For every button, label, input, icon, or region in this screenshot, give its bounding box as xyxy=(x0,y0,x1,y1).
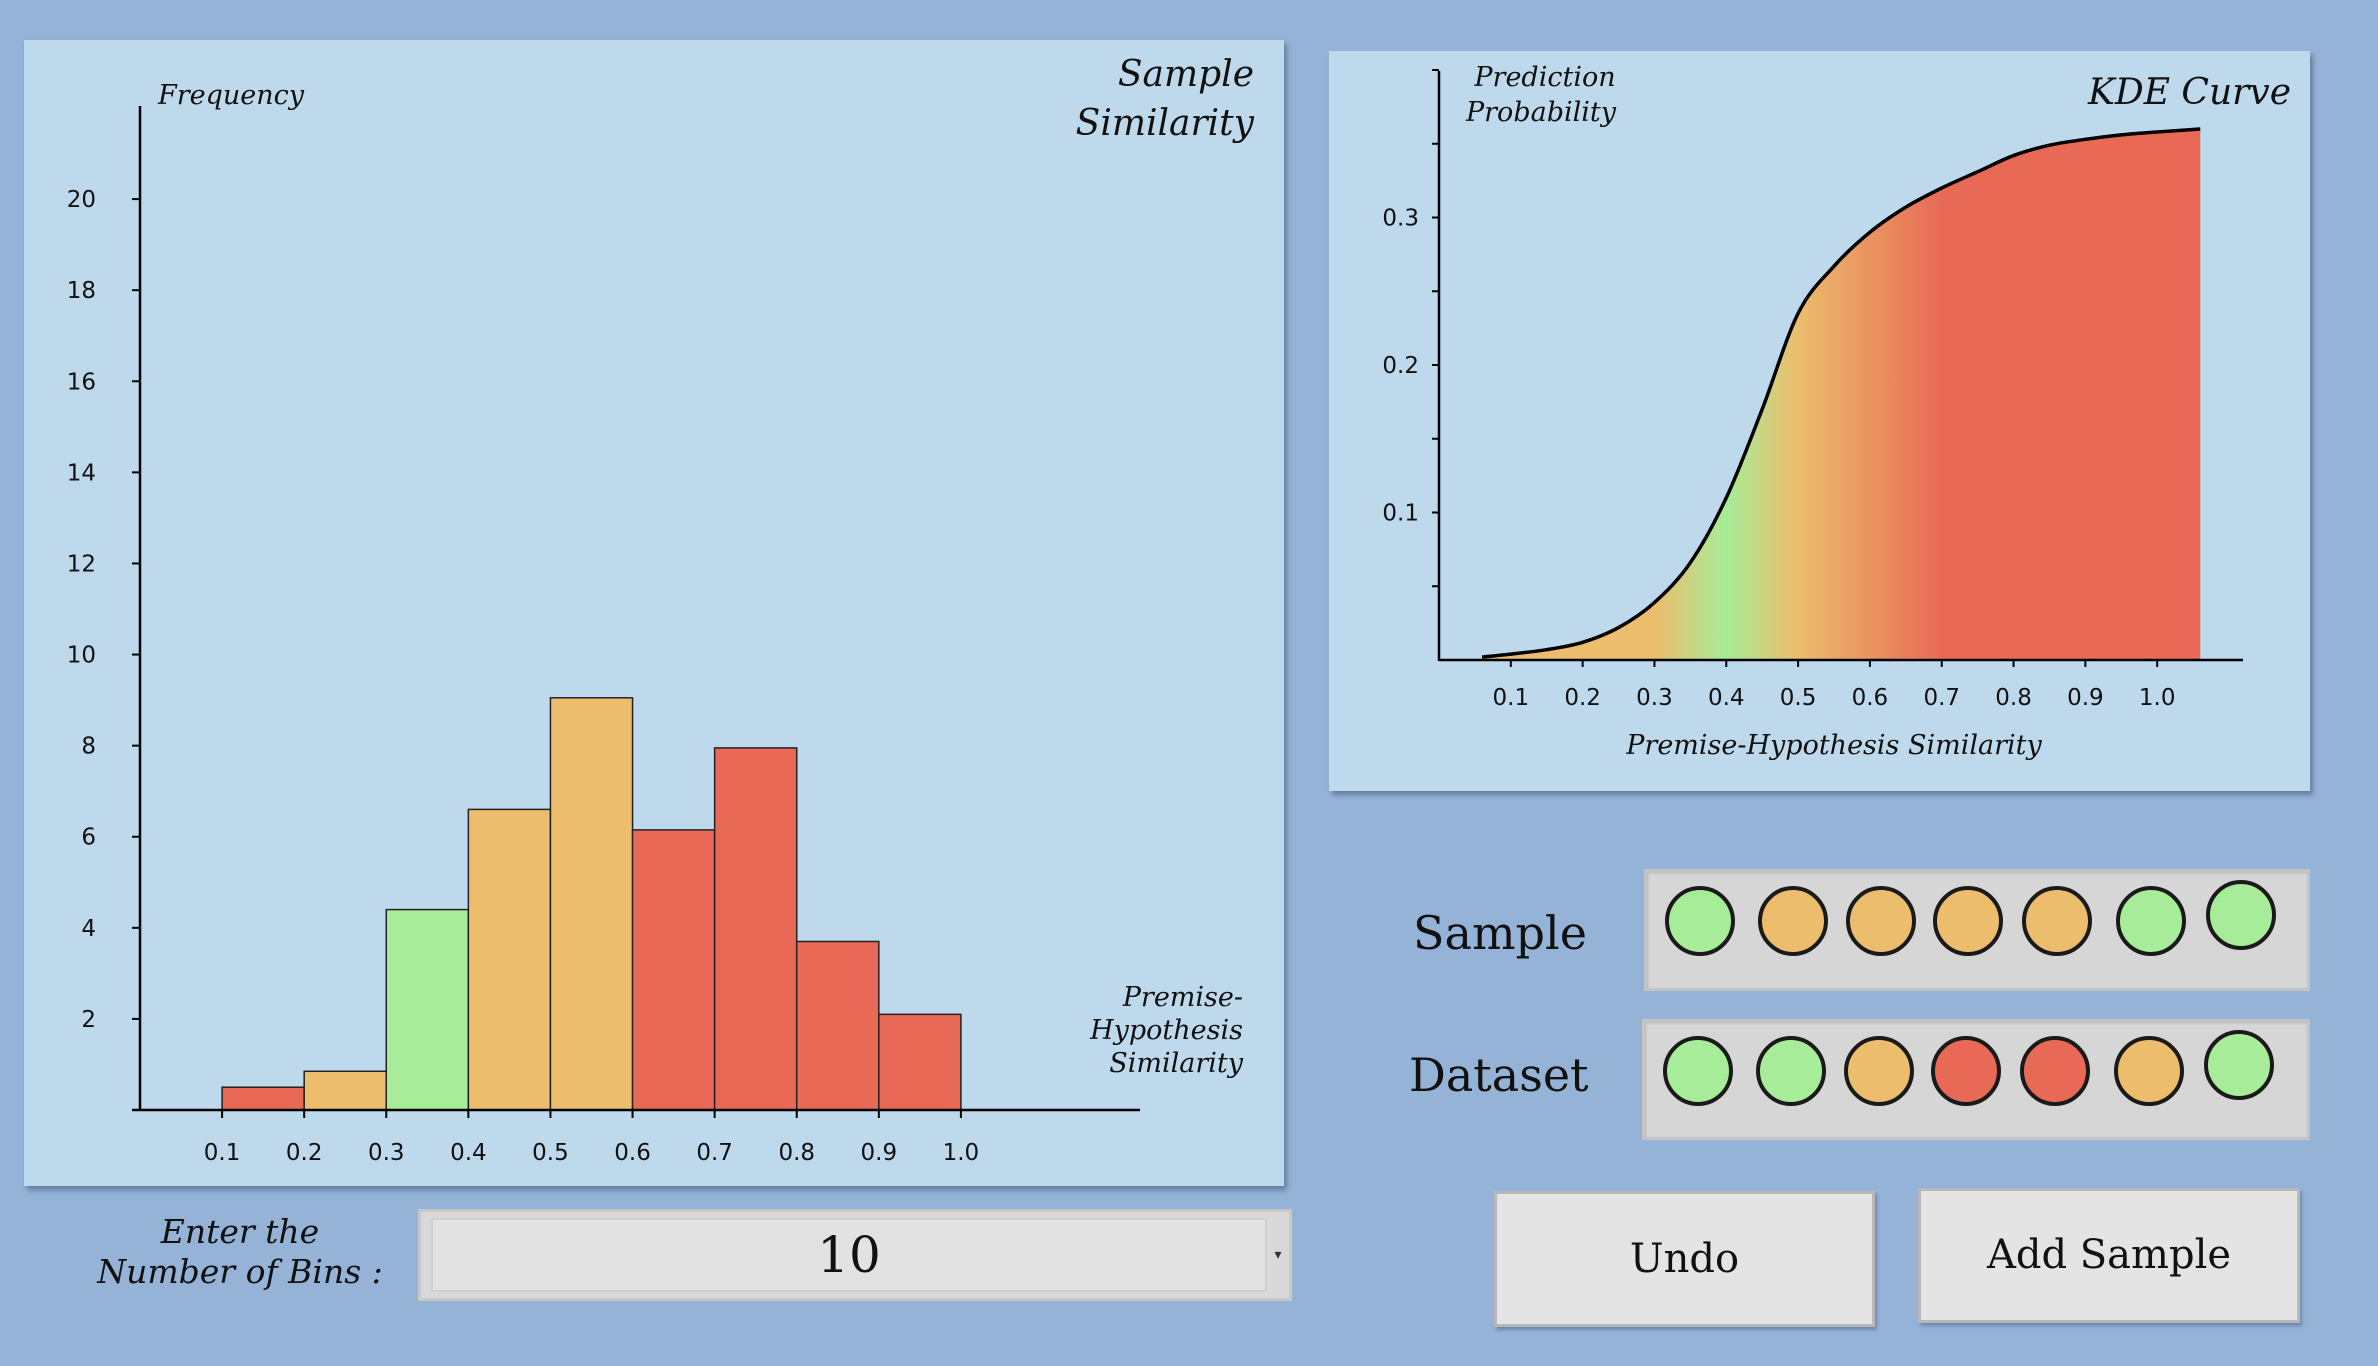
histogram-bar-3 xyxy=(385,908,470,1111)
histogram-chart: 0.1 0.2 0.3 0.4 0.5 0.6 0.7 0.8 0.9 1.0 2 4 6 8 10 12 14… xyxy=(67,54,1255,1166)
kde-x-tick-label: 0.1 xyxy=(1493,685,1530,711)
histogram-x-label-line3: Similarity xyxy=(1109,1048,1243,1079)
sample-dot-7 xyxy=(2206,880,2276,950)
bins-label: Enter the Number of Bins : xyxy=(90,1212,390,1292)
kde-x-tick-label: 0.8 xyxy=(1995,685,2032,711)
histogram-y-tick-label: 12 xyxy=(67,551,96,577)
sample-dot-5 xyxy=(2022,886,2092,956)
dataset-label: Dataset xyxy=(1409,1048,1589,1102)
histogram-bar-2 xyxy=(303,1070,388,1111)
histogram-x-tick-label: 1.0 xyxy=(943,1140,980,1166)
histogram-bar-5 xyxy=(549,697,634,1111)
histogram-y-tick-label: 8 xyxy=(81,734,96,760)
histogram-bar-8 xyxy=(795,940,880,1111)
sample-dot-1 xyxy=(1665,886,1735,956)
kde-x-tick-label: 0.7 xyxy=(1923,685,1960,711)
histogram-bar-6 xyxy=(631,829,716,1111)
histogram-x-tick-label: 0.7 xyxy=(696,1140,733,1166)
bins-dropdown-arrow-icon[interactable]: ▾ xyxy=(1274,1247,1282,1263)
kde-chart: 0.1 0.2 0.3 0.4 0.5 0.6 0.7 0.8 0.9 1.00.10.20.3 … xyxy=(1382,62,2291,761)
histogram-x-tick-label: 0.1 xyxy=(204,1140,241,1166)
sample-dot-2 xyxy=(1758,886,1828,956)
dataset-dot-1 xyxy=(1663,1036,1733,1106)
kde-x-label: Premise-Hypothesis Similarity xyxy=(1625,730,2042,761)
histogram-y-tick-label: 16 xyxy=(67,369,96,395)
sample-dot-3 xyxy=(1846,886,1916,956)
kde-x-tick-label: 0.3 xyxy=(1636,685,1673,711)
dataset-dot-6 xyxy=(2114,1036,2184,1106)
kde-x-tick-label: 0.4 xyxy=(1708,685,1745,711)
dataset-dot-2 xyxy=(1756,1036,1826,1106)
histogram-y-tick-label: 6 xyxy=(81,825,96,851)
sample-dot-tray xyxy=(1644,869,2310,991)
kde-area-fill xyxy=(1482,129,2201,660)
histogram-y-label: Frequency xyxy=(157,80,305,111)
histogram-y-tick-label: 10 xyxy=(67,643,96,669)
histogram-title-line1: Sample xyxy=(1118,54,1254,95)
histogram-bar-1 xyxy=(221,1086,305,1111)
histogram-y-tick-label: 20 xyxy=(67,187,96,213)
kde-y-tick-label: 0.3 xyxy=(1382,206,1419,232)
add-sample-button[interactable]: Add Sample xyxy=(1918,1188,2300,1323)
histogram-y-tick-label: 4 xyxy=(81,916,96,942)
kde-x-tick-label: 0.2 xyxy=(1564,685,1601,711)
kde-title: KDE Curve xyxy=(2087,72,2291,113)
histogram-bar-7 xyxy=(713,747,798,1111)
bins-input[interactable] xyxy=(431,1218,1267,1292)
dataset-dot-4 xyxy=(1931,1036,2001,1106)
kde-x-tick-label: 0.5 xyxy=(1780,685,1817,711)
histogram-y-tick-label: 14 xyxy=(67,460,96,486)
kde-x-tick-label: 1.0 xyxy=(2139,685,2176,711)
dataset-dot-7 xyxy=(2204,1030,2274,1100)
kde-y-tick-label: 0.1 xyxy=(1382,501,1419,527)
histogram-x-tick-label: 0.9 xyxy=(861,1140,898,1166)
sample-dot-6 xyxy=(2116,886,2186,956)
sample-label: Sample xyxy=(1413,906,1587,960)
histogram-x-label-line1: Premise- xyxy=(1122,982,1243,1013)
bins-label-line2: Number of Bins : xyxy=(97,1252,383,1291)
kde-x-tick-label: 0.9 xyxy=(2067,685,2104,711)
kde-y-label-line2: Probability xyxy=(1465,97,1617,128)
bins-spinbox: ▾ xyxy=(418,1209,1292,1301)
histogram-bar-4 xyxy=(467,808,552,1111)
kde-x-tick-label: 0.6 xyxy=(1852,685,1889,711)
kde-panel: 0.1 0.2 0.3 0.4 0.5 0.6 0.7 0.8 0.9 1.0 0.1 0.2 0.3 … xyxy=(1329,51,2310,791)
undo-button[interactable]: Undo xyxy=(1494,1191,1875,1327)
histogram-y-tick-label: 2 xyxy=(81,1007,96,1033)
histogram-y-tick-label: 18 xyxy=(67,278,96,304)
histogram-x-tick-label: 0.8 xyxy=(778,1140,815,1166)
kde-curve-line xyxy=(1481,127,2201,659)
histogram-x-tick-label: 0.6 xyxy=(614,1140,651,1166)
histogram-x-tick-label: 0.5 xyxy=(532,1140,569,1166)
dataset-dot-3 xyxy=(1844,1036,1914,1106)
dataset-dot-tray xyxy=(1642,1019,2310,1140)
sample-dot-4 xyxy=(1933,886,2003,956)
histogram-x-tick-label: 0.2 xyxy=(286,1140,323,1166)
histogram-x-tick-label: 0.3 xyxy=(368,1140,405,1166)
dataset-dot-5 xyxy=(2020,1036,2090,1106)
kde-y-label-line1: Prediction xyxy=(1473,62,1615,93)
histogram-x-label-line2: Hypothesis xyxy=(1089,1015,1243,1046)
bins-label-line1: Enter the xyxy=(160,1212,320,1251)
histogram-x-tick-label: 0.4 xyxy=(450,1140,487,1166)
histogram-title-line2: Similarity xyxy=(1076,103,1255,144)
histogram-bar-9 xyxy=(878,1013,962,1111)
histogram-panel: 0.1 0.2 0.3 0.4 0.5 0.6 0.7 0.8 0.9 1.0 2 4 6 8 10 12 14… xyxy=(24,40,1284,1186)
kde-y-tick-label: 0.2 xyxy=(1382,353,1419,379)
